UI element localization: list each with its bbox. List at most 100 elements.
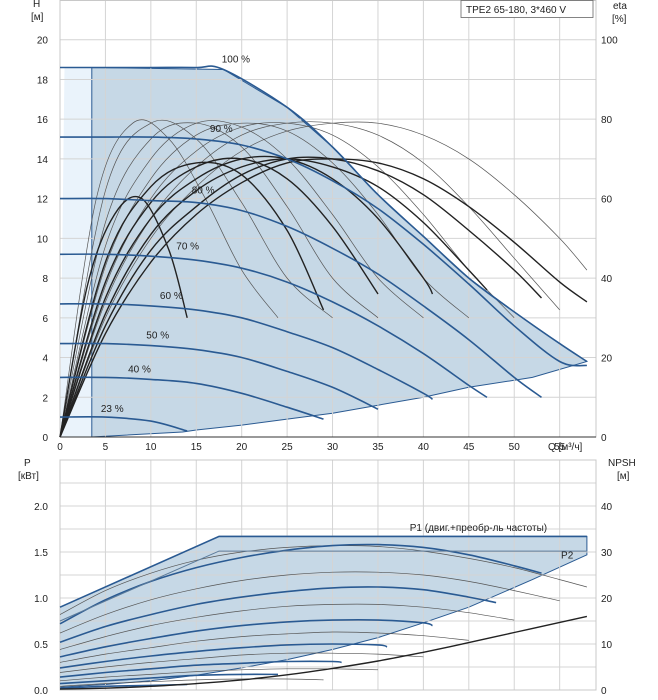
head-y-axis-label: H [33,0,40,10]
chart-title-box: TPE2 65-180, 3*460 V [460,0,594,18]
head-x-tick-label: 20 [236,442,248,453]
head-curve-labels: 100 % 90 % 80 % 70 % 60 % 50 % 40 % 23 % [101,55,250,416]
head-curve-label: 100 % [222,55,250,66]
npsh-tick-label: 10 [601,640,613,651]
power-curve [59,586,497,643]
head-envelope-light [60,67,92,437]
head-y-axis-unit: [м] [31,12,44,23]
power-curve-thin [59,603,515,650]
npsh-tick-label: 0 [601,686,607,697]
efficiency-curve-thin [59,119,279,438]
head-y-tick-label: 8 [42,274,48,285]
head-x-tick-label: 0 [57,442,63,453]
eta-tick-label: 100 [601,36,618,47]
efficiency-curve [59,161,325,438]
npsh-tick-label: 40 [601,502,613,513]
head-x-tick-label: 35 [372,442,384,453]
head-curve [59,253,488,398]
head-curve [59,376,324,420]
head-curve-label: 80 % [192,186,215,197]
head-curve [59,197,542,398]
p1-limit-line [59,535,587,608]
power-curve [59,643,388,669]
efficiency-curve [59,156,543,438]
head-axes: 0 2 4 6 8 10 12 14 16 18 20 0 5 10 15 20 25 30 35 40 45 50 55 0… [31,0,627,453]
head-x-tick-label: 50 [509,442,521,453]
power-curve-thin [59,571,560,634]
head-curve [59,342,379,410]
head-curve-label: 70 % [176,241,199,252]
efficiency-curve-thin [59,119,333,438]
head-y-tick-label: 18 [37,75,49,86]
head-x-tick-label: 10 [145,442,157,453]
power-curve-thin [59,631,469,663]
power-grid [59,459,597,691]
power-curve-thin [59,652,424,673]
head-y-tick-label: 10 [37,234,49,245]
head-y-tick-label: 16 [37,115,49,126]
eta-axis-label: eta [613,1,627,12]
eta-tick-label: 40 [601,274,613,285]
head-x-tick-label: 55 [554,442,566,453]
head-y-tick-label: 4 [42,354,48,365]
power-chart: P1 (двиг.+преобр-ль частоты) P2 0.0 0.5 1.0… [18,458,636,697]
efficiency-curve [59,155,434,438]
npsh-tick-label: 30 [601,548,613,559]
npsh-axis-unit: [м] [617,471,630,482]
power-y-tick-label: 2.0 [34,502,48,513]
npsh-curve [59,615,588,690]
npsh-tick-label: 20 [601,594,613,605]
power-axes: 0.0 0.5 1.0 1.5 2.0 0 10 20 30 40 P [кВт] NPSH [м] [18,458,636,697]
efficiency-curves [59,119,588,438]
head-curve-label: 90 % [210,124,233,135]
eta-axis-unit: [%] [612,14,627,25]
efficiency-curve-thin [59,121,588,438]
head-y-tick-label: 20 [37,36,49,47]
power-y-tick-label: 1.5 [34,548,48,559]
head-curve [59,416,188,432]
head-curve [60,136,588,367]
chart-title: TPE2 65-180, 3*460 V [466,5,566,16]
eta-tick-label: 0 [601,433,607,444]
head-x-tick-label: 25 [282,442,294,453]
power-curve [59,619,433,658]
power-curve-labels: P1 (двиг.+преобр-ль частоты) P2 [410,522,574,562]
power-y-tick-label: 0.0 [34,686,48,697]
head-x-tick-label: 15 [191,442,203,453]
head-grid [59,0,597,438]
head-chart: 100 % 90 % 80 % 70 % 60 % 50 % 40 % 23 % 0 2 4 6 8 1… [31,0,627,453]
power-curve-thin [59,678,324,687]
head-curve-label: 60 % [160,291,183,302]
power-y-tick-label: 1.0 [34,594,48,605]
head-y-tick-label: 12 [37,195,49,206]
head-curves [59,65,588,432]
head-x-tick-label: 45 [463,442,475,453]
head-y-tick-label: 14 [37,155,49,166]
power-y-axis-label: P [24,458,31,469]
efficiency-curve [59,195,188,438]
head-y-tick-label: 2 [42,393,48,404]
eta-tick-label: 80 [601,115,613,126]
power-y-tick-label: 0.5 [34,640,48,651]
power-curve [59,660,342,678]
efficiency-curve-thin [59,122,515,438]
power-curve [59,673,279,685]
power-curve-label: P2 [561,550,574,561]
eta-tick-label: 60 [601,195,613,206]
head-curve [59,302,433,400]
power-plot-frame [59,459,597,691]
head-x-tick-label: 5 [103,442,109,453]
title-frame [460,0,594,18]
head-y-tick-label: 0 [42,433,48,444]
power-envelope [59,535,588,688]
head-curve [60,65,588,363]
head-x-axis-label: Q [м³/ч] [548,442,583,453]
p2-limit-line [59,550,587,622]
power-y-axis-unit: [кВт] [18,471,39,482]
power-curve-label: P1 (двиг.+преобр-ль частоты) [410,522,547,534]
head-curve-label: 40 % [128,364,151,375]
efficiency-curve [59,158,588,438]
head-curve-label: 23 % [101,404,124,415]
head-x-tick-label: 30 [327,442,339,453]
